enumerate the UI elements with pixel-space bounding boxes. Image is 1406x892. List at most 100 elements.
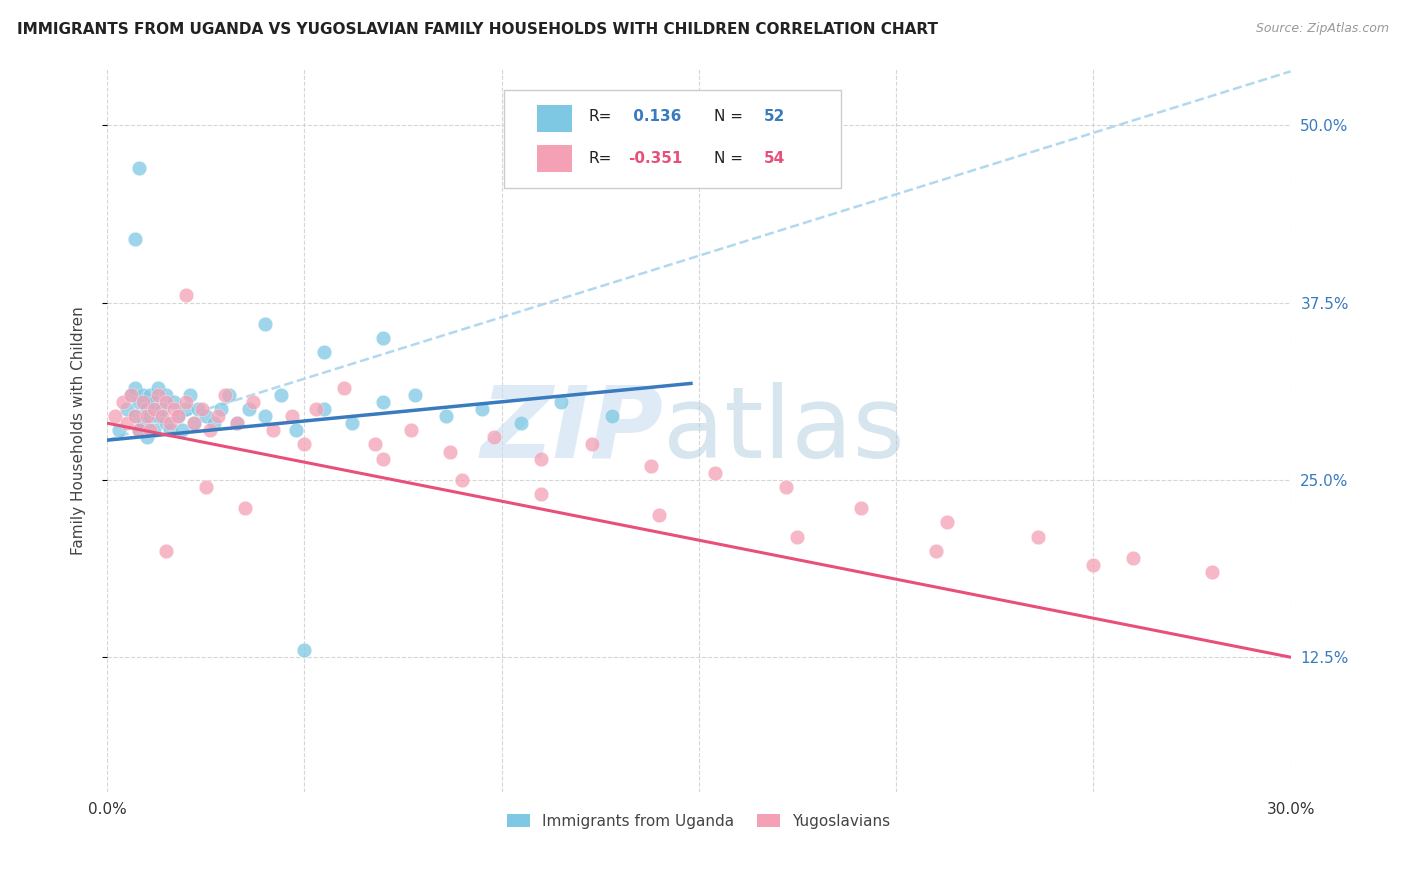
Point — [312, 401, 335, 416]
Point — [128, 161, 150, 175]
Point — [131, 395, 153, 409]
Point — [155, 416, 177, 430]
Point — [143, 423, 166, 437]
Point — [364, 437, 387, 451]
Point — [139, 423, 162, 437]
Text: 52: 52 — [763, 109, 786, 124]
Point — [170, 423, 193, 437]
Point — [124, 381, 146, 395]
Text: 0.136: 0.136 — [628, 109, 681, 124]
Point — [510, 416, 533, 430]
Point — [262, 423, 284, 437]
Point — [292, 437, 315, 451]
Point — [1083, 558, 1105, 572]
Point — [373, 395, 395, 409]
Point — [1026, 530, 1049, 544]
Point — [530, 487, 553, 501]
Point — [233, 501, 256, 516]
Point — [159, 416, 181, 430]
Bar — [537, 105, 572, 132]
Point — [135, 401, 157, 416]
Point — [183, 416, 205, 430]
Point — [936, 516, 959, 530]
Point — [648, 508, 671, 523]
Point — [148, 388, 170, 402]
Point — [207, 409, 229, 423]
Point — [163, 395, 186, 409]
Point — [333, 381, 356, 395]
Point — [124, 409, 146, 423]
Point — [120, 388, 142, 402]
Point — [148, 409, 170, 423]
Point — [139, 409, 162, 423]
Point — [281, 409, 304, 423]
Point — [312, 345, 335, 359]
Point — [139, 388, 162, 402]
Point — [202, 416, 225, 430]
Point — [399, 423, 422, 437]
Point — [128, 395, 150, 409]
Text: ZIP: ZIP — [481, 382, 664, 479]
Point — [115, 401, 138, 416]
Point — [786, 530, 808, 544]
Point — [305, 401, 328, 416]
Point — [135, 409, 157, 423]
Y-axis label: Family Households with Children: Family Households with Children — [72, 306, 86, 555]
Point — [150, 401, 173, 416]
Point — [187, 401, 209, 416]
Point — [849, 501, 872, 516]
Point — [163, 401, 186, 416]
Point — [482, 430, 505, 444]
Point — [128, 423, 150, 437]
Text: IMMIGRANTS FROM UGANDA VS YUGOSLAVIAN FAMILY HOUSEHOLDS WITH CHILDREN CORRELATIO: IMMIGRANTS FROM UGANDA VS YUGOSLAVIAN FA… — [17, 22, 938, 37]
Point — [340, 416, 363, 430]
Point — [451, 473, 474, 487]
Point — [373, 331, 395, 345]
Point — [640, 458, 662, 473]
Point — [550, 395, 572, 409]
Text: R=: R= — [589, 109, 612, 124]
Point — [253, 409, 276, 423]
Point — [471, 401, 494, 416]
Point — [218, 388, 240, 402]
Point — [1122, 550, 1144, 565]
Text: N =: N = — [714, 109, 744, 124]
Point — [183, 416, 205, 430]
Point — [143, 395, 166, 409]
Point — [226, 416, 249, 430]
Point — [104, 409, 127, 423]
Legend: Immigrants from Uganda, Yugoslavians: Immigrants from Uganda, Yugoslavians — [501, 807, 897, 835]
Point — [174, 395, 197, 409]
Point — [434, 409, 457, 423]
Text: N =: N = — [714, 151, 744, 166]
Point — [270, 388, 292, 402]
Bar — [537, 145, 572, 172]
Text: 54: 54 — [763, 151, 785, 166]
Point — [242, 395, 264, 409]
Point — [703, 466, 725, 480]
Point — [198, 423, 221, 437]
Point — [155, 544, 177, 558]
Point — [174, 401, 197, 416]
Point — [120, 388, 142, 402]
Point — [226, 416, 249, 430]
Point — [373, 451, 395, 466]
Point — [167, 409, 190, 423]
Point — [128, 423, 150, 437]
Point — [124, 409, 146, 423]
Point — [924, 544, 946, 558]
Point — [211, 401, 233, 416]
Point — [150, 409, 173, 423]
Point — [174, 288, 197, 302]
Point — [124, 232, 146, 246]
Point — [285, 423, 308, 437]
Point — [194, 480, 217, 494]
Text: Source: ZipAtlas.com: Source: ZipAtlas.com — [1256, 22, 1389, 36]
Point — [155, 395, 177, 409]
Point — [143, 401, 166, 416]
Point — [775, 480, 797, 494]
Point — [131, 388, 153, 402]
Point — [530, 451, 553, 466]
Point — [404, 388, 426, 402]
Text: R=: R= — [589, 151, 612, 166]
